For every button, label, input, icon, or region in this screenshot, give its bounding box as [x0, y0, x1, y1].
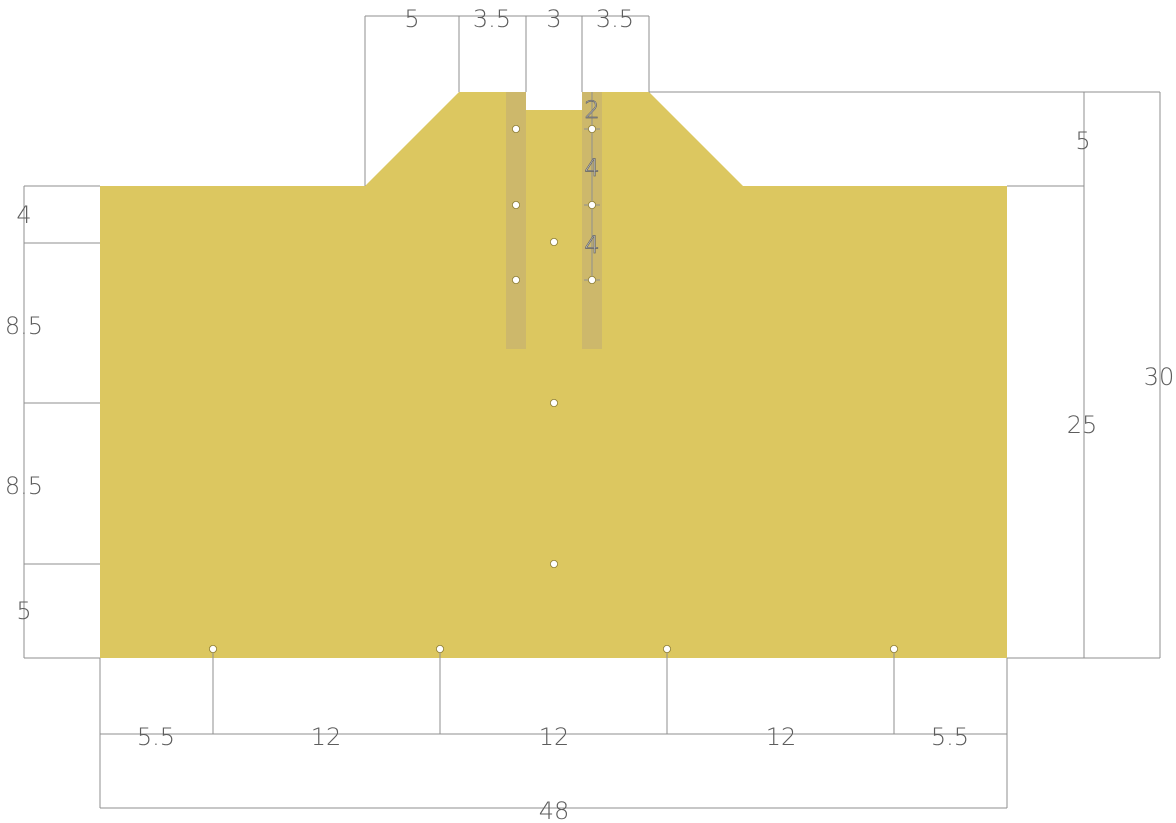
dimension-labels: 5 3.5 3 3.5 4 8.5 8.5 5 2 4 4 5 25 30 5.… — [5, 5, 1174, 823]
bottom-dimension-label-2: 12 — [311, 723, 342, 751]
slot-hole-right-3 — [588, 275, 597, 284]
bottom-dimension-label-5: 5.5 — [931, 723, 969, 751]
bottom-hole-2 — [435, 645, 444, 654]
left-dimension-label-4: 5 — [16, 597, 31, 625]
slot-hole-right-2 — [588, 200, 597, 209]
bottom-dimension-label-1: 5.5 — [137, 723, 175, 751]
overall-width-label: 48 — [539, 797, 570, 823]
bottom-dimension-label-4: 12 — [766, 723, 797, 751]
right-dimension-label-1: 5 — [1075, 127, 1090, 155]
slot-dimension-label-2: 4 — [584, 154, 599, 182]
bottom-hole-1 — [208, 645, 217, 654]
slot-hole-left-3 — [512, 275, 521, 284]
slot-hole-right-1 — [588, 125, 597, 134]
top-dimension-label-4: 3.5 — [596, 5, 634, 33]
center-hole-2 — [550, 398, 559, 407]
top-dimension-label-1: 5 — [404, 5, 419, 33]
bottom-hole-3 — [663, 645, 672, 654]
holes — [208, 125, 899, 654]
slot-dimension-label-1: 2 — [584, 96, 599, 124]
left-dimension-label-1: 4 — [16, 201, 31, 229]
top-dimension-label-3: 3 — [546, 5, 561, 33]
main-panel — [100, 92, 1007, 658]
main-panel-group — [100, 92, 1007, 658]
top-dimension-label-2: 3.5 — [473, 5, 511, 33]
right-dimension-label-3: 30 — [1144, 363, 1175, 391]
slot-hole-left-2 — [512, 200, 521, 209]
left-dimension-label-3: 8.5 — [5, 472, 43, 500]
right-dimension-label-2: 25 — [1067, 411, 1098, 439]
center-hole-3 — [550, 560, 559, 569]
slot-dimension-label-3: 4 — [584, 231, 599, 259]
slot-hole-left-1 — [512, 125, 521, 134]
bottom-hole-4 — [890, 645, 899, 654]
bottom-dimension-label-3: 12 — [539, 723, 570, 751]
center-hole-1 — [550, 237, 559, 246]
left-slot — [506, 92, 526, 349]
left-dimension-label-2: 8.5 — [5, 312, 43, 340]
